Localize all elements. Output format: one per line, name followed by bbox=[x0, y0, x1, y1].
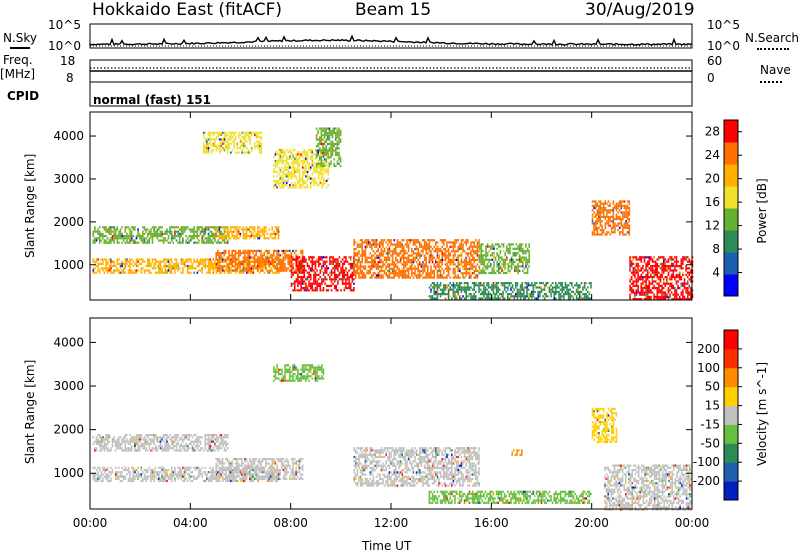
velocity-region bbox=[215, 458, 304, 480]
velocity-colorbar-swatch bbox=[724, 424, 738, 444]
power-colorbar-swatch bbox=[724, 252, 738, 275]
velocity-colorbar-tick-label: 100 bbox=[697, 361, 720, 375]
power-colorbar-tick-label: 20 bbox=[705, 172, 720, 186]
velocity-colorbar-swatch bbox=[724, 386, 738, 407]
velocity-colorbar-swatch bbox=[724, 481, 738, 501]
power-colorbar-tick-label: 12 bbox=[705, 219, 720, 233]
nave-legend-line bbox=[760, 81, 782, 83]
velocity-region bbox=[353, 447, 480, 487]
noise-left-bottom-tick: 10^0 bbox=[48, 39, 81, 53]
noise-left-top-tick: 10^5 bbox=[48, 18, 81, 32]
x-tick-label: 00:00 bbox=[73, 516, 108, 530]
nsky-label: N.Sky bbox=[3, 31, 38, 45]
power-colorbar-tick-label: 4 bbox=[712, 266, 720, 280]
velocity-region bbox=[591, 407, 618, 443]
power-region bbox=[478, 243, 530, 275]
nsearch-legend-line bbox=[757, 48, 789, 50]
velocity-colorbar-tick-label: 15 bbox=[705, 399, 720, 413]
power-colorbar-tick-label: 8 bbox=[712, 242, 720, 256]
noise-right-bottom-tick: 10^0 bbox=[707, 39, 740, 53]
date-title: 30/Aug/2019 bbox=[585, 0, 695, 20]
cpid-value: normal (fast) 151 bbox=[93, 93, 211, 107]
velocity-colorbar-swatch bbox=[724, 462, 738, 482]
x-tick-label: 08:00 bbox=[273, 516, 308, 530]
power-region bbox=[290, 256, 355, 292]
x-axis-label: Time UT bbox=[362, 539, 412, 553]
power-region bbox=[215, 226, 280, 240]
mhz-label: [MHz] bbox=[0, 67, 36, 81]
nsky-legend-line bbox=[10, 47, 30, 49]
velocity-region bbox=[428, 490, 592, 504]
nave-label: Nave bbox=[760, 63, 791, 77]
power-region bbox=[629, 256, 694, 301]
velocity-colorbar-swatch bbox=[724, 348, 738, 369]
velocity-region bbox=[604, 464, 693, 511]
power-region bbox=[428, 282, 592, 300]
x-tick-label: 00:00 bbox=[675, 516, 710, 530]
freq-right-bottom-tick: 0 bbox=[707, 71, 715, 85]
power-colorbar-tick-label: 28 bbox=[705, 125, 720, 139]
velocity-colorbar-tick-label: 50 bbox=[705, 380, 720, 394]
power-colorbar-tick-label: 24 bbox=[705, 148, 720, 162]
power-y-tick-label: 3000 bbox=[53, 172, 84, 186]
station-title: Hokkaido East (fitACF) bbox=[92, 0, 283, 20]
velocity-colorbar-swatch bbox=[724, 330, 738, 350]
power-region bbox=[202, 131, 263, 154]
x-tick-label: 20:00 bbox=[574, 516, 609, 530]
power-region bbox=[591, 200, 631, 236]
x-tick-label: 16:00 bbox=[474, 516, 509, 530]
velocity-colorbar-tick-label: -200 bbox=[693, 474, 720, 488]
noise-panel-frame bbox=[89, 23, 693, 49]
velocity-y-tick-label: 4000 bbox=[53, 335, 84, 349]
freq-left-bottom-tick: 8 bbox=[66, 71, 74, 85]
power-region bbox=[92, 258, 280, 274]
power-colorbar-swatch bbox=[724, 186, 738, 209]
velocity-y-tick-label: 3000 bbox=[53, 379, 84, 393]
velocity-colorbar-tick-label: -100 bbox=[693, 455, 720, 469]
power-colorbar-frame bbox=[723, 119, 739, 297]
power-region bbox=[315, 127, 342, 168]
velocity-colorbar-tick-label: -15 bbox=[700, 417, 720, 431]
power-colorbar-tick-label: 16 bbox=[705, 195, 720, 209]
power-y-tick-label: 4000 bbox=[53, 129, 84, 143]
x-tick-label: 12:00 bbox=[374, 516, 409, 530]
velocity-colorbar-swatch bbox=[724, 443, 738, 463]
x-tick-label: 04:00 bbox=[173, 516, 208, 530]
velocity-colorbar-frame bbox=[723, 329, 739, 501]
power-colorbar-swatch bbox=[724, 274, 738, 297]
power-colorbar-swatch bbox=[724, 120, 738, 143]
power-y-tick-label: 2000 bbox=[53, 215, 84, 229]
power-colorbar-swatch bbox=[724, 164, 738, 187]
velocity-colorbar-tick-label: 200 bbox=[697, 342, 720, 356]
power-plot-frame bbox=[89, 111, 693, 301]
power-colorbar-swatch bbox=[724, 142, 738, 165]
freq-left-top-tick: 18 bbox=[60, 54, 76, 68]
power-y-tick-label: 1000 bbox=[53, 258, 84, 272]
velocity-colorbar-tick-label: -50 bbox=[700, 436, 720, 450]
velocity-y-tick-label: 2000 bbox=[53, 423, 84, 437]
freq-right-top-tick: 60 bbox=[707, 54, 723, 68]
velocity-y-tick-label: 1000 bbox=[53, 466, 84, 480]
beam-title: Beam 15 bbox=[355, 0, 432, 20]
velocity-colorbar-swatch bbox=[724, 405, 738, 425]
freq-label: Freq. bbox=[3, 53, 33, 67]
velocity-region bbox=[511, 449, 523, 456]
velocity-region bbox=[92, 434, 229, 452]
noise-right-top-tick: 10^5 bbox=[707, 18, 740, 32]
cpid-panel-frame bbox=[89, 81, 693, 107]
power-region bbox=[273, 148, 330, 189]
power-region bbox=[353, 239, 480, 279]
power-region bbox=[92, 226, 229, 244]
nsky-trace bbox=[89, 34, 693, 46]
power-colorbar-swatch bbox=[724, 230, 738, 253]
power-colorbar-swatch bbox=[724, 208, 738, 231]
velocity-region bbox=[273, 364, 325, 382]
velocity-colorbar-swatch bbox=[724, 367, 738, 388]
nsearch-label: N.Search bbox=[745, 31, 800, 45]
cpid-label: CPID bbox=[7, 89, 40, 103]
